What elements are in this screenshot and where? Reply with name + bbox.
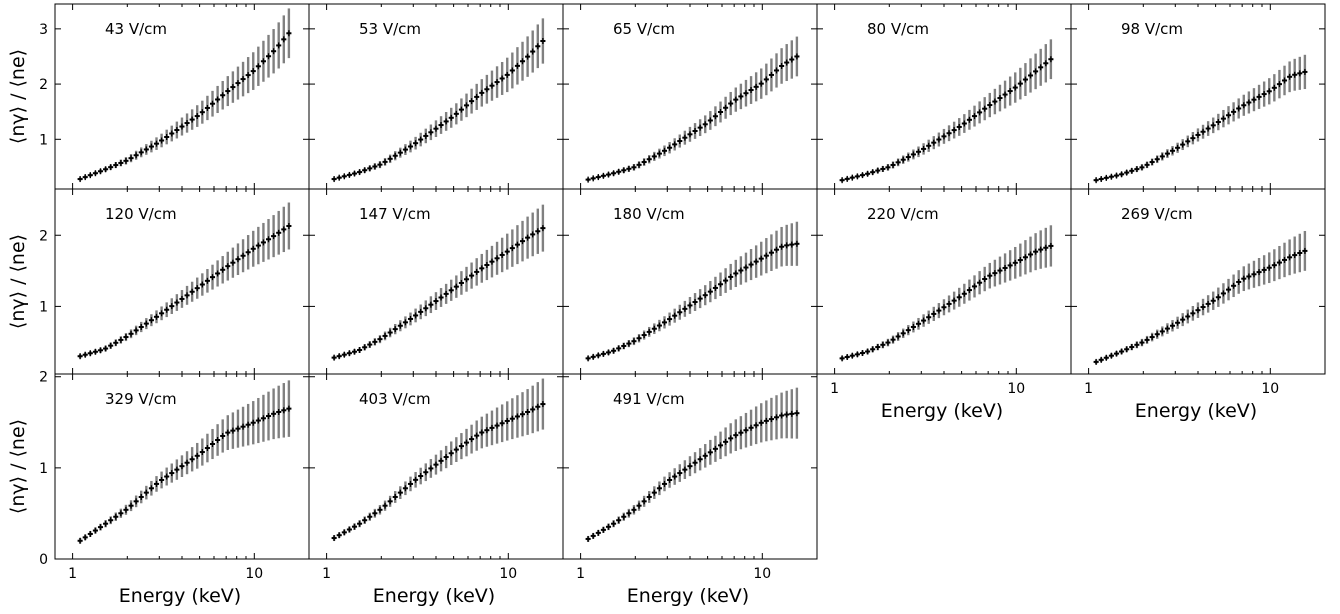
y-tick-label: 2 bbox=[39, 77, 48, 93]
y-axis-title: ⟨nγ⟩ / ⟨ne⟩ bbox=[7, 234, 29, 329]
panel-field-label: 491 V/cm bbox=[613, 390, 685, 408]
chart-panel: 180 V/cm bbox=[562, 188, 818, 375]
x-tick-label: 1 bbox=[830, 381, 839, 397]
chart-panel: 269 V/cm bbox=[1070, 188, 1326, 375]
x-tick-label: 1 bbox=[576, 566, 585, 582]
chart-panel: 220 V/cm bbox=[816, 188, 1072, 375]
panel-frame bbox=[562, 188, 818, 375]
x-tick-label: 10 bbox=[753, 566, 771, 582]
y-tick-label: 1 bbox=[39, 299, 48, 315]
y-tick-label: 1 bbox=[39, 461, 48, 477]
panel-frame bbox=[1070, 188, 1326, 375]
y-tick-label: 0 bbox=[39, 552, 48, 568]
panel-frame bbox=[308, 188, 564, 375]
chart-panel: 120 V/cm bbox=[54, 188, 310, 375]
panel-field-label: 98 V/cm bbox=[1121, 20, 1183, 38]
chart-panel: 53 V/cm bbox=[308, 3, 564, 190]
y-tick-label: 2 bbox=[39, 370, 48, 386]
x-tick-label: 1 bbox=[68, 566, 77, 582]
x-tick-label: 1 bbox=[1084, 381, 1093, 397]
x-tick-label: 10 bbox=[245, 566, 263, 582]
panel-frame bbox=[816, 3, 1072, 190]
panel-field-label: 329 V/cm bbox=[105, 390, 177, 408]
y-tick-label: 2 bbox=[39, 228, 48, 244]
chart-panel: 491 V/cm bbox=[562, 373, 818, 560]
panel-frame bbox=[1070, 3, 1326, 190]
x-axis-title: Energy (keV) bbox=[1135, 400, 1257, 422]
panel-frame bbox=[54, 3, 310, 190]
x-axis-title: Energy (keV) bbox=[373, 585, 495, 607]
x-tick-label: 10 bbox=[1007, 381, 1025, 397]
x-axis-title: Energy (keV) bbox=[627, 585, 749, 607]
panel-field-label: 120 V/cm bbox=[105, 205, 177, 223]
chart-panel: 43 V/cm bbox=[54, 3, 310, 190]
panel-field-label: 180 V/cm bbox=[613, 205, 685, 223]
x-tick-label: 1 bbox=[322, 566, 331, 582]
x-tick-label: 10 bbox=[1261, 381, 1279, 397]
panel-field-label: 65 V/cm bbox=[613, 20, 675, 38]
y-tick-label: 3 bbox=[39, 22, 48, 38]
y-axis-title: ⟨nγ⟩ / ⟨ne⟩ bbox=[7, 49, 29, 144]
chart-panel: 329 V/cm bbox=[54, 373, 310, 560]
panel-frame bbox=[562, 3, 818, 190]
chart-panel: 65 V/cm bbox=[562, 3, 818, 190]
panel-field-label: 43 V/cm bbox=[105, 20, 167, 38]
x-axis-title: Energy (keV) bbox=[881, 400, 1003, 422]
x-tick-label: 10 bbox=[499, 566, 517, 582]
panel-frame bbox=[816, 188, 1072, 375]
chart-panel: 80 V/cm bbox=[816, 3, 1072, 190]
panel-frame bbox=[308, 3, 564, 190]
panel-field-label: 269 V/cm bbox=[1121, 205, 1193, 223]
chart-panel: 403 V/cm bbox=[308, 373, 564, 560]
chart-panel: 98 V/cm bbox=[1070, 3, 1326, 190]
panel-frame bbox=[54, 188, 310, 375]
y-axis-title: ⟨nγ⟩ / ⟨ne⟩ bbox=[7, 419, 29, 514]
panel-field-label: 220 V/cm bbox=[867, 205, 939, 223]
x-axis-title: Energy (keV) bbox=[119, 585, 241, 607]
panel-field-label: 147 V/cm bbox=[359, 205, 431, 223]
panel-field-label: 403 V/cm bbox=[359, 390, 431, 408]
panel-field-label: 53 V/cm bbox=[359, 20, 421, 38]
y-tick-label: 1 bbox=[39, 132, 48, 148]
chart-panel: 147 V/cm bbox=[308, 188, 564, 375]
panel-field-label: 80 V/cm bbox=[867, 20, 929, 38]
